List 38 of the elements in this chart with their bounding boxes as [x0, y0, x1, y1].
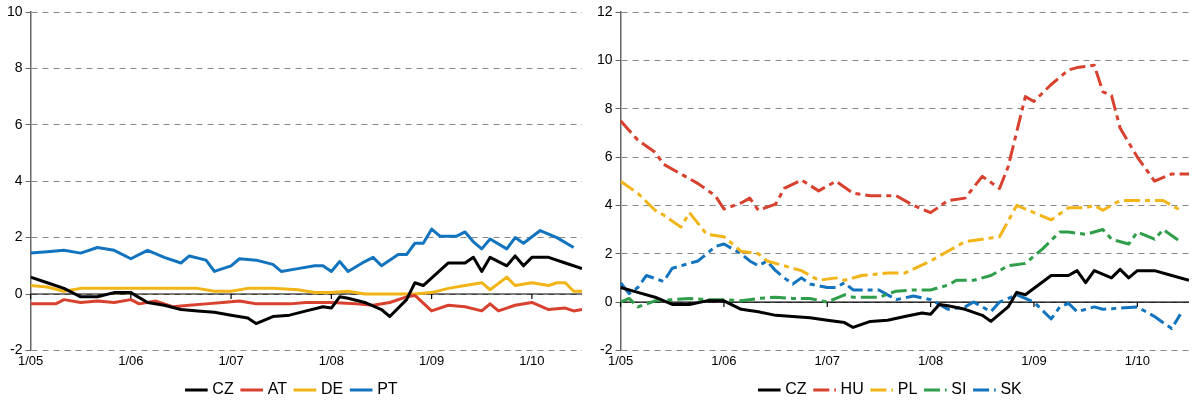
x-tick-label: 1/10	[519, 352, 545, 368]
y-tick-label: 8	[14, 59, 23, 76]
legend-label: DE	[320, 380, 344, 398]
x-tick-label: 1/10	[1124, 352, 1150, 368]
y-tick-label: 2	[604, 244, 613, 261]
legend-label: PL	[897, 380, 918, 398]
y-tick-label: 4	[14, 172, 23, 189]
x-tick-label: 1/05	[607, 352, 634, 368]
y-tick-label: 0	[14, 284, 23, 301]
y-tick-label: 6	[604, 147, 613, 164]
y-tick-label: 10	[6, 2, 23, 19]
x-tick-label: 1/07	[814, 352, 840, 368]
line-series	[620, 242, 1182, 331]
y-tick-label: 6	[14, 115, 23, 132]
y-tick-label: 0	[604, 292, 613, 309]
x-tick-label: 1/08	[917, 352, 944, 368]
x-tick-label: 1/08	[318, 352, 345, 368]
line-series	[620, 63, 1189, 215]
y-tick-label: 10	[596, 51, 613, 68]
x-tick-label: 1/09	[418, 352, 445, 368]
legend-label: SI	[951, 380, 967, 398]
x-tick-label: 1/05	[17, 352, 44, 368]
legend-label: HU	[840, 380, 864, 398]
line-series	[620, 179, 1182, 282]
legend-label: AT	[267, 380, 288, 398]
legend-label: CZ	[212, 380, 234, 398]
x-tick-label: 1/06	[118, 352, 144, 368]
legend-label: SK	[1000, 380, 1023, 398]
x-tick-label: 1/06	[711, 352, 737, 368]
line-series	[620, 228, 1182, 309]
legend-label: PT	[377, 380, 398, 398]
y-tick-label: 8	[604, 99, 613, 116]
y-tick-label: 12	[596, 2, 613, 19]
x-tick-label: 1/09	[1021, 352, 1047, 368]
x-tick-label: 1/07	[218, 352, 244, 368]
y-tick-label: 4	[604, 196, 613, 213]
legend-label: CZ	[785, 380, 807, 398]
y-tick-label: 2	[14, 228, 23, 245]
